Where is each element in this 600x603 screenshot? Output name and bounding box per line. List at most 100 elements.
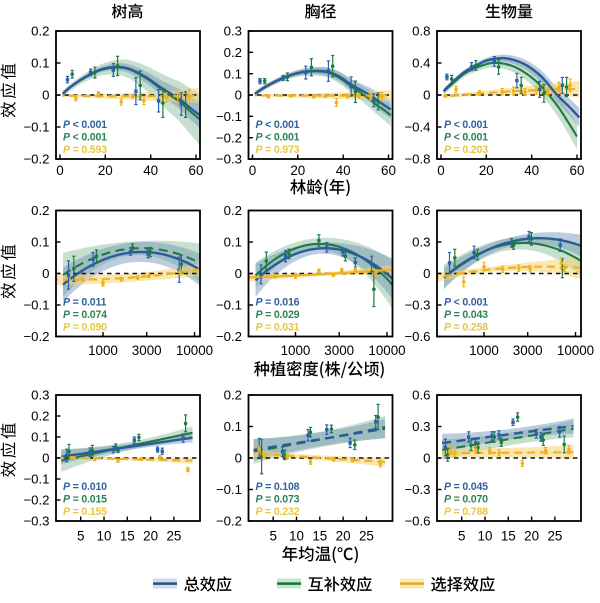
- svg-text:−0.3: −0.3: [404, 298, 430, 313]
- svg-text:15: 15: [312, 529, 327, 544]
- svg-text:P = 0.070: P = 0.070: [444, 493, 488, 505]
- svg-text:P = 0.043: P = 0.043: [444, 309, 488, 321]
- svg-text:0: 0: [42, 88, 49, 103]
- svg-text:5: 5: [458, 529, 465, 544]
- svg-text:P = 0.788: P = 0.788: [444, 506, 488, 518]
- svg-text:0: 0: [423, 88, 430, 103]
- svg-text:P < 0.001: P < 0.001: [63, 119, 107, 131]
- svg-text:10000: 10000: [176, 343, 213, 358]
- svg-text:P = 0.258: P = 0.258: [444, 321, 488, 333]
- svg-text:−0.1: −0.1: [216, 482, 242, 497]
- svg-text:15: 15: [120, 529, 135, 544]
- svg-text:0.4: 0.4: [412, 56, 430, 71]
- svg-text:10: 10: [97, 529, 112, 544]
- svg-text:0.1: 0.1: [224, 235, 242, 250]
- svg-text:−0.1: −0.1: [23, 120, 49, 135]
- svg-text:P = 0.045: P = 0.045: [444, 481, 488, 493]
- svg-text:0.3: 0.3: [224, 24, 242, 39]
- svg-text:P = 0.108: P = 0.108: [256, 481, 300, 493]
- svg-text:0: 0: [42, 266, 49, 281]
- svg-text:P = 0.203: P = 0.203: [444, 144, 488, 156]
- svg-text:25: 25: [359, 529, 374, 544]
- svg-text:−0.2: −0.2: [23, 329, 49, 344]
- svg-text:60: 60: [381, 163, 396, 178]
- svg-text:P < 0.001: P < 0.001: [63, 131, 107, 143]
- svg-text:−0.3: −0.3: [23, 514, 49, 529]
- svg-text:20: 20: [290, 163, 305, 178]
- svg-text:0.2: 0.2: [31, 24, 49, 39]
- svg-text:60: 60: [570, 163, 585, 178]
- svg-text:P < 0.001: P < 0.001: [256, 119, 300, 131]
- svg-text:0.2: 0.2: [224, 388, 242, 403]
- svg-text:−0.2: −0.2: [216, 329, 242, 344]
- svg-text:−0.1: −0.1: [23, 298, 49, 313]
- svg-text:0.1: 0.1: [31, 430, 49, 445]
- svg-text:−0.1: −0.1: [216, 298, 242, 313]
- svg-text:−0.2: −0.2: [216, 130, 242, 145]
- svg-text:3000: 3000: [324, 343, 354, 358]
- svg-text:15: 15: [501, 529, 516, 544]
- svg-text:0.2: 0.2: [31, 409, 49, 424]
- svg-text:0: 0: [42, 451, 49, 466]
- svg-text:0.2: 0.2: [31, 203, 49, 218]
- svg-text:20: 20: [98, 163, 113, 178]
- svg-text:0.2: 0.2: [224, 203, 242, 218]
- svg-text:60: 60: [189, 163, 204, 178]
- svg-text:0: 0: [235, 451, 242, 466]
- svg-text:P = 0.074: P = 0.074: [63, 309, 107, 321]
- svg-text:20: 20: [143, 529, 158, 544]
- svg-text:25: 25: [547, 529, 562, 544]
- svg-text:−0.8: −0.8: [404, 152, 430, 167]
- svg-text:P = 0.010: P = 0.010: [63, 481, 107, 493]
- svg-text:P < 0.001: P < 0.001: [256, 131, 300, 143]
- svg-text:P = 0.073: P = 0.073: [256, 493, 300, 505]
- svg-text:0.1: 0.1: [31, 235, 49, 250]
- svg-text:−0.1: −0.1: [23, 472, 49, 487]
- svg-text:−0.2: −0.2: [23, 493, 49, 508]
- svg-text:1000: 1000: [281, 343, 311, 358]
- svg-text:10: 10: [478, 529, 493, 544]
- svg-text:0: 0: [423, 451, 430, 466]
- svg-text:10000: 10000: [368, 343, 405, 358]
- svg-text:P = 0.011: P = 0.011: [63, 296, 107, 308]
- svg-text:0: 0: [423, 266, 430, 281]
- svg-text:5: 5: [269, 529, 276, 544]
- svg-text:0.6: 0.6: [412, 203, 430, 218]
- svg-text:20: 20: [524, 529, 539, 544]
- svg-text:0.3: 0.3: [412, 235, 430, 250]
- svg-text:40: 40: [143, 163, 158, 178]
- svg-text:P = 0.155: P = 0.155: [63, 506, 107, 518]
- svg-text:0: 0: [235, 266, 242, 281]
- svg-text:P < 0.001: P < 0.001: [444, 119, 488, 131]
- svg-text:0.1: 0.1: [224, 66, 242, 81]
- svg-text:10: 10: [289, 529, 304, 544]
- svg-text:0: 0: [437, 163, 444, 178]
- svg-text:25: 25: [166, 529, 181, 544]
- svg-text:P = 0.031: P = 0.031: [256, 321, 300, 333]
- svg-text:0.3: 0.3: [31, 388, 49, 403]
- svg-text:−0.6: −0.6: [404, 329, 430, 344]
- svg-text:−0.1: −0.1: [216, 109, 242, 124]
- svg-text:P = 0.593: P = 0.593: [63, 144, 107, 156]
- svg-text:−0.3: −0.3: [216, 152, 242, 167]
- svg-text:P = 0.029: P = 0.029: [256, 309, 300, 321]
- svg-text:P = 0.015: P = 0.015: [63, 493, 107, 505]
- svg-text:20: 20: [336, 529, 351, 544]
- svg-text:P = 0.016: P = 0.016: [256, 296, 300, 308]
- svg-text:P = 0.232: P = 0.232: [256, 506, 300, 518]
- svg-text:20: 20: [479, 163, 494, 178]
- svg-text:0: 0: [249, 163, 256, 178]
- svg-text:−0.2: −0.2: [23, 152, 49, 167]
- svg-text:−0.6: −0.6: [404, 514, 430, 529]
- svg-text:0: 0: [56, 163, 63, 178]
- svg-text:−0.2: −0.2: [216, 514, 242, 529]
- svg-text:5: 5: [77, 529, 84, 544]
- svg-text:40: 40: [524, 163, 539, 178]
- svg-text:0.1: 0.1: [31, 56, 49, 71]
- svg-text:0.3: 0.3: [412, 419, 430, 434]
- svg-text:P < 0.001: P < 0.001: [444, 131, 488, 143]
- svg-text:0: 0: [235, 88, 242, 103]
- svg-text:0.8: 0.8: [412, 24, 430, 39]
- svg-text:P < 0.001: P < 0.001: [444, 296, 488, 308]
- svg-text:3000: 3000: [132, 343, 162, 358]
